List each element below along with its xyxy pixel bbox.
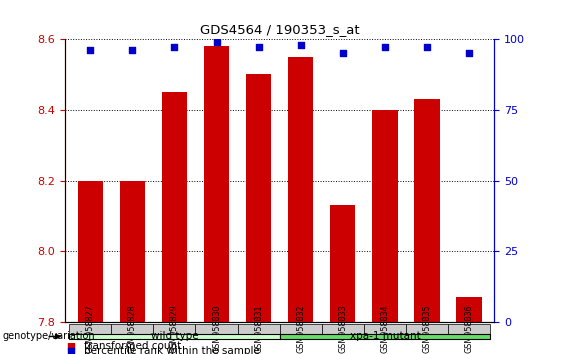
Text: GSM958829: GSM958829 — [170, 304, 179, 353]
FancyBboxPatch shape — [195, 324, 237, 333]
FancyBboxPatch shape — [153, 324, 195, 333]
Bar — [204, 46, 229, 322]
Text: genotype/variation: genotype/variation — [3, 331, 95, 342]
Point — [67, 348, 76, 354]
FancyBboxPatch shape — [280, 334, 490, 339]
Bar — [330, 205, 355, 322]
Point — [380, 45, 389, 50]
Text: wild type: wild type — [151, 331, 198, 342]
Text: GSM958831: GSM958831 — [254, 304, 263, 353]
Text: xpa-1 mutant: xpa-1 mutant — [350, 331, 420, 342]
FancyBboxPatch shape — [69, 324, 111, 333]
FancyBboxPatch shape — [111, 324, 153, 333]
Text: GSM958835: GSM958835 — [423, 304, 432, 353]
Bar — [162, 92, 187, 322]
FancyBboxPatch shape — [69, 334, 280, 339]
Bar — [77, 181, 103, 322]
Title: GDS4564 / 190353_s_at: GDS4564 / 190353_s_at — [200, 23, 359, 36]
Bar — [246, 74, 271, 322]
Point — [128, 47, 137, 53]
Point — [170, 45, 179, 50]
Bar — [372, 110, 398, 322]
Bar — [414, 99, 440, 322]
Point — [67, 343, 76, 349]
Point — [86, 47, 95, 53]
FancyBboxPatch shape — [364, 324, 406, 333]
Point — [338, 50, 347, 56]
FancyBboxPatch shape — [237, 324, 280, 333]
FancyBboxPatch shape — [448, 324, 490, 333]
Point — [254, 45, 263, 50]
Text: GSM958833: GSM958833 — [338, 304, 347, 353]
Point — [464, 50, 473, 56]
Bar — [120, 181, 145, 322]
Point — [296, 42, 305, 47]
Text: GSM958836: GSM958836 — [464, 304, 473, 353]
Text: transformed count: transformed count — [84, 341, 181, 351]
Text: GSM958834: GSM958834 — [380, 304, 389, 353]
Text: GSM958828: GSM958828 — [128, 304, 137, 353]
Text: GSM958830: GSM958830 — [212, 304, 221, 353]
Point — [423, 45, 432, 50]
FancyBboxPatch shape — [406, 324, 448, 333]
Text: GSM958827: GSM958827 — [86, 304, 95, 353]
Text: GSM958832: GSM958832 — [296, 304, 305, 353]
Bar — [288, 57, 314, 322]
Point — [212, 39, 221, 45]
FancyBboxPatch shape — [280, 324, 322, 333]
FancyBboxPatch shape — [322, 324, 364, 333]
Bar — [457, 297, 482, 322]
Text: percentile rank within the sample: percentile rank within the sample — [84, 346, 260, 354]
